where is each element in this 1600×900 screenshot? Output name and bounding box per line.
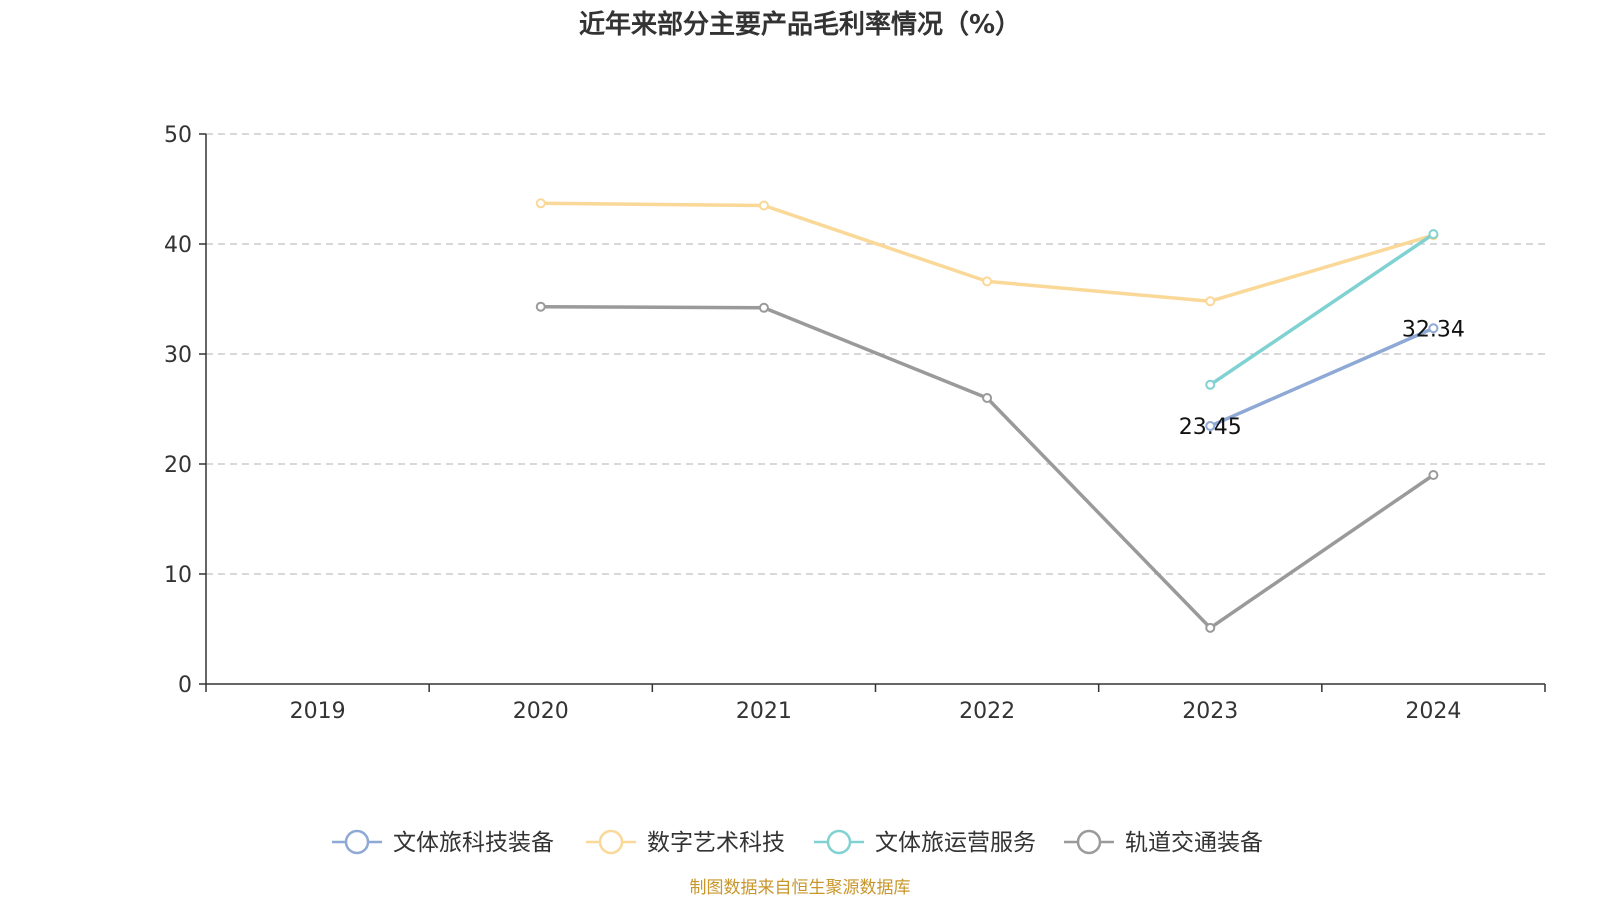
legend-label: 文体旅科技装备 [393, 830, 554, 856]
x-tick-label: 2023 [1182, 699, 1238, 724]
data-point [535, 198, 546, 209]
legend-label: 文体旅运营服务 [875, 830, 1036, 856]
data-point [535, 301, 546, 312]
legend-label: 数字艺术科技 [647, 830, 785, 856]
data-point [1205, 421, 1216, 432]
data-point [1205, 296, 1216, 307]
data-labels: 23.45 32.34 [1179, 317, 1465, 440]
series-line [539, 304, 1436, 630]
legend-swatch-marker [598, 829, 624, 855]
y-tick-label: 0 [178, 673, 192, 698]
x-tick-label: 2024 [1405, 699, 1461, 724]
data-point [1205, 622, 1216, 633]
x-tick-label: 2020 [513, 699, 569, 724]
y-tick-label: 30 [164, 343, 192, 368]
data-point [1428, 323, 1439, 334]
legend-swatch-marker [826, 829, 852, 855]
data-point [1205, 379, 1216, 390]
data-point [982, 276, 993, 287]
data-point [758, 200, 769, 211]
series-lines [535, 198, 1439, 633]
legend-item[interactable]: 轨道交通装备 [1064, 829, 1263, 856]
legend-item[interactable]: 数字艺术科技 [586, 829, 785, 856]
legend-swatch-marker [344, 829, 370, 855]
y-tick-label: 10 [164, 563, 192, 588]
legend-item[interactable]: 文体旅科技装备 [332, 829, 554, 856]
axes: 0 10 20 30 40 50 2019 2020 2021 2022 2023 2024 [164, 123, 1546, 724]
y-tick-label: 20 [164, 453, 192, 478]
legend: 文体旅科技装备 数字艺术科技 文体旅运营服务 轨道交通装备 [332, 829, 1263, 856]
data-label: 23.45 [1179, 415, 1242, 440]
x-tick-label: 2022 [959, 699, 1015, 724]
legend-label: 轨道交通装备 [1125, 830, 1263, 856]
data-point [758, 302, 769, 313]
series-line [1208, 326, 1436, 428]
data-point [982, 393, 993, 403]
x-tick-label: 2021 [736, 699, 792, 724]
x-tick-label: 2019 [290, 699, 346, 724]
chart-title: 近年来部分主要产品毛利率情况（%） [579, 9, 1021, 40]
data-point [1428, 229, 1439, 240]
data-point [1428, 470, 1439, 480]
legend-swatch-marker [1076, 829, 1102, 855]
series-line [1208, 232, 1436, 387]
y-tick-label: 40 [164, 233, 192, 258]
source-note: 制图数据来自恒生聚源数据库 [690, 878, 911, 898]
legend-item[interactable]: 文体旅运营服务 [814, 829, 1036, 856]
data-label: 32.34 [1402, 317, 1465, 342]
y-tick-label: 50 [164, 123, 192, 148]
series-line [539, 201, 1436, 303]
